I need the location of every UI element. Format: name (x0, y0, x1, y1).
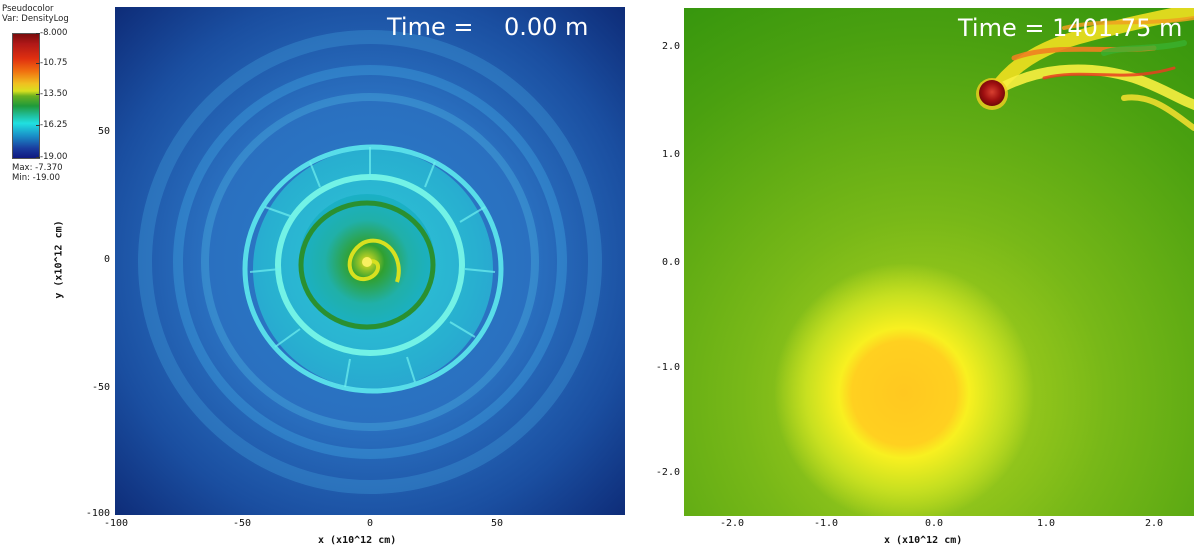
right-y-tick: -2.0 (655, 467, 680, 478)
legend-title-line2: Var: DensityLog (2, 14, 69, 24)
right-time-label: Time = 1401.75 m (958, 14, 1183, 42)
left-y-tick: -50 (91, 382, 110, 393)
left-y-axis-label: y (x10^12 cm) (53, 220, 65, 299)
colorbar-tick-label: -13.50 (35, 89, 68, 99)
legend-min: Min: -19.00 (12, 173, 61, 183)
left-y-tick: 0 (103, 254, 110, 265)
right-y-tick: 2.0 (661, 41, 680, 52)
left-x-tick: 50 (490, 518, 504, 529)
right-y-tick: 0.0 (661, 257, 680, 268)
right-x-tick: -1.0 (813, 518, 839, 529)
left-x-tick: 0 (366, 518, 374, 529)
right-y-tick: -1.0 (655, 362, 680, 373)
left-time-label: Time = 0.00 m (387, 13, 589, 41)
right-x-axis-label: x (x10^12 cm) (884, 535, 963, 546)
right-density-plot: Time = 1401.75 m (684, 8, 1194, 516)
right-x-tick: 1.0 (1036, 518, 1056, 529)
right-plot-image (684, 8, 1194, 516)
legend-title: Pseudocolor Var: DensityLog (2, 4, 69, 24)
left-y-tick: 50 (97, 126, 110, 137)
right-y-tick: 1.0 (661, 149, 680, 160)
colorbar-tick-label: -16.25 (35, 120, 68, 130)
right-x-tick: 0.0 (924, 518, 944, 529)
legend-title-line1: Pseudocolor (2, 4, 54, 14)
left-x-tick: -100 (103, 518, 129, 529)
left-plot-image (115, 7, 625, 515)
left-density-plot: Time = 0.00 m (115, 7, 625, 515)
colorbar-tick-label: -19.00 (35, 152, 68, 162)
right-x-tick: -2.0 (719, 518, 745, 529)
colorbar-tick-label: -8.000 (35, 28, 68, 38)
right-x-tick: 2.0 (1144, 518, 1164, 529)
legend-max: Max: -7.370 (12, 163, 63, 173)
colorbar-tick-label: -10.75 (35, 58, 68, 68)
left-x-tick: -50 (232, 518, 252, 529)
left-x-axis-label: x (x10^12 cm) (318, 535, 397, 546)
colorbar (12, 33, 40, 159)
left-y-tick: -100 (85, 508, 110, 519)
